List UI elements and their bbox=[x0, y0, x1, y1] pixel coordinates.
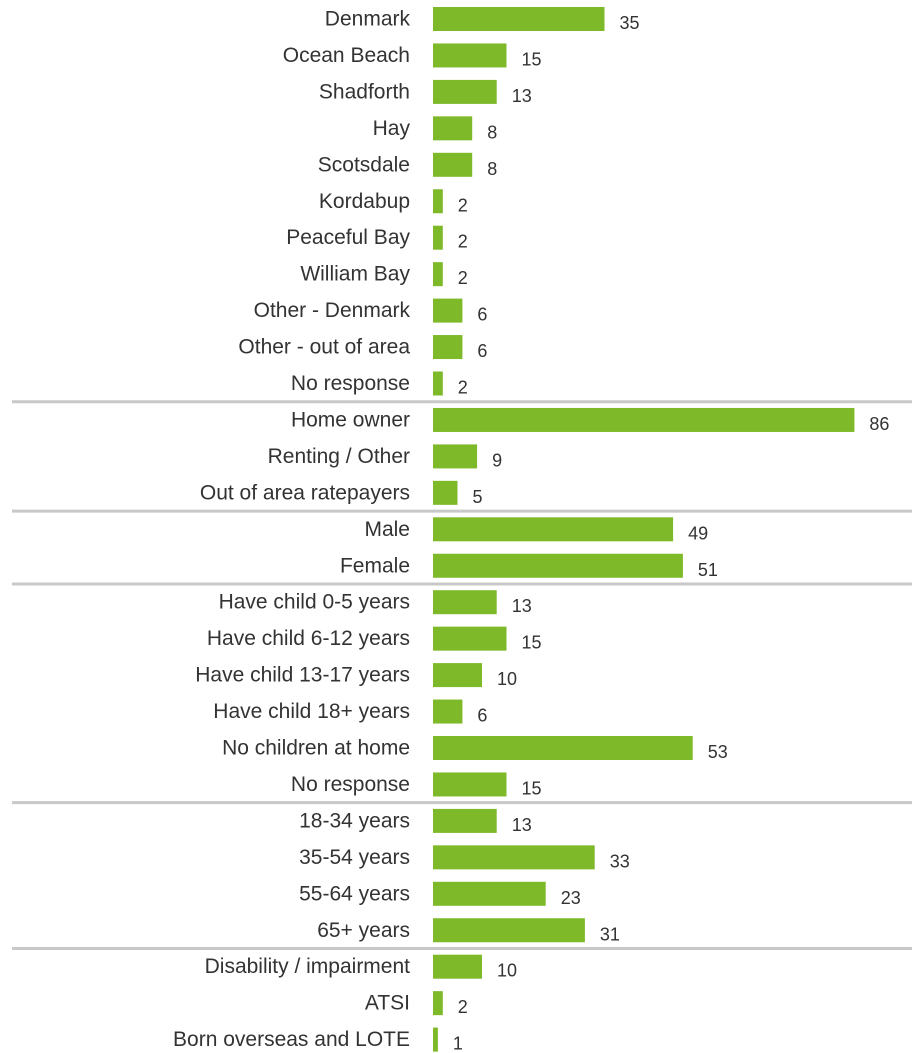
category-label: 18-34 years bbox=[299, 809, 410, 832]
bar bbox=[433, 772, 507, 797]
value-label: 51 bbox=[698, 560, 718, 580]
bar bbox=[433, 79, 497, 104]
value-label: 13 bbox=[512, 815, 532, 835]
bar bbox=[433, 116, 473, 141]
category-label: William Bay bbox=[300, 263, 410, 286]
bar bbox=[433, 699, 463, 724]
value-label: 2 bbox=[458, 378, 468, 398]
category-label: Home owner bbox=[291, 408, 410, 431]
bar bbox=[433, 517, 674, 542]
value-label: 6 bbox=[477, 305, 487, 325]
value-label: 2 bbox=[458, 997, 468, 1017]
category-label: Female bbox=[340, 554, 410, 577]
category-label: Born overseas and LOTE bbox=[173, 1028, 410, 1051]
category-label: Other - out of area bbox=[238, 336, 410, 359]
value-label: 8 bbox=[487, 122, 497, 142]
category-label: 35-54 years bbox=[299, 846, 410, 869]
bar bbox=[433, 590, 497, 615]
value-label: 23 bbox=[561, 888, 581, 908]
value-label: 5 bbox=[473, 487, 483, 507]
bar bbox=[433, 43, 507, 68]
category-label: Ocean Beach bbox=[283, 44, 410, 67]
value-label: 35 bbox=[620, 13, 640, 33]
value-label: 6 bbox=[477, 341, 487, 361]
bar bbox=[433, 152, 473, 177]
category-label: Denmark bbox=[325, 8, 411, 31]
bar bbox=[433, 736, 693, 760]
category-label: Renting / Other bbox=[268, 445, 410, 468]
bar bbox=[433, 444, 478, 469]
category-label: ATSI bbox=[365, 992, 410, 1015]
value-label: 10 bbox=[497, 961, 517, 981]
category-label: Shadforth bbox=[319, 80, 410, 103]
category-label: Male bbox=[364, 518, 410, 541]
value-label: 9 bbox=[492, 450, 502, 470]
bar bbox=[433, 407, 855, 432]
value-label: 33 bbox=[610, 851, 630, 871]
category-label: Hay bbox=[373, 117, 411, 140]
bar bbox=[433, 262, 443, 287]
value-label: 53 bbox=[708, 742, 728, 762]
bar bbox=[433, 626, 507, 651]
value-label: 15 bbox=[522, 49, 542, 69]
bar bbox=[433, 7, 605, 31]
bar bbox=[433, 918, 585, 943]
category-label: Other - Denmark bbox=[254, 299, 411, 322]
value-label: 8 bbox=[487, 159, 497, 179]
value-label: 86 bbox=[869, 414, 889, 434]
bar bbox=[433, 881, 546, 906]
category-label: Disability / impairment bbox=[205, 955, 411, 978]
bar bbox=[433, 225, 443, 250]
bar bbox=[433, 663, 482, 688]
value-label: 2 bbox=[458, 232, 468, 252]
bar bbox=[433, 991, 443, 1016]
value-label: 49 bbox=[688, 523, 708, 543]
category-label: Have child 13-17 years bbox=[195, 664, 410, 687]
value-label: 2 bbox=[458, 195, 468, 215]
bar bbox=[433, 335, 463, 360]
category-label: 65+ years bbox=[317, 919, 410, 942]
value-label: 6 bbox=[477, 706, 487, 726]
value-label: 2 bbox=[458, 268, 468, 288]
category-label: Have child 6-12 years bbox=[207, 627, 410, 650]
category-label: No response bbox=[291, 372, 410, 395]
value-label: 1 bbox=[453, 1034, 463, 1053]
bar bbox=[433, 480, 458, 505]
bar bbox=[433, 1027, 438, 1052]
category-label: Have child 18+ years bbox=[213, 700, 410, 723]
category-label: Peaceful Bay bbox=[286, 226, 410, 249]
value-label: 13 bbox=[512, 596, 532, 616]
category-label: Have child 0-5 years bbox=[219, 591, 410, 614]
bar bbox=[433, 298, 463, 323]
category-label: 55-64 years bbox=[299, 882, 410, 905]
bar bbox=[433, 371, 443, 396]
value-label: 31 bbox=[600, 924, 620, 944]
bar bbox=[433, 189, 443, 214]
category-label: No children at home bbox=[222, 737, 410, 760]
value-label: 15 bbox=[522, 778, 542, 798]
bar bbox=[433, 808, 497, 833]
value-label: 10 bbox=[497, 669, 517, 689]
value-label: 15 bbox=[522, 633, 542, 653]
category-label: Scotsdale bbox=[318, 153, 410, 176]
category-label: Kordabup bbox=[319, 190, 410, 213]
category-label: Out of area ratepayers bbox=[200, 481, 410, 504]
bar bbox=[433, 845, 595, 870]
category-label: No response bbox=[291, 773, 410, 796]
value-label: 13 bbox=[512, 86, 532, 106]
bar bbox=[433, 553, 683, 578]
bar bbox=[433, 954, 482, 979]
